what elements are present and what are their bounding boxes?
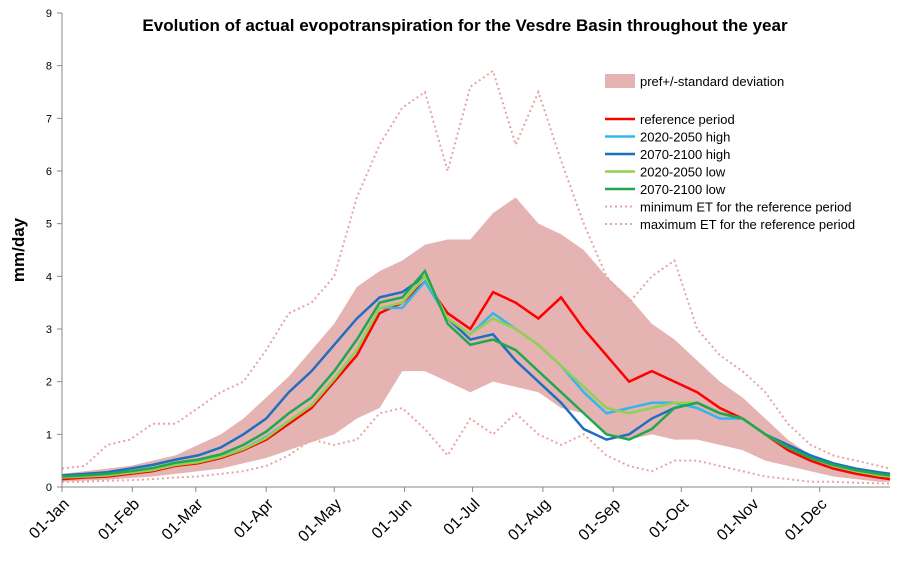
legend-label: 2020-2050 high	[640, 130, 730, 145]
y-tick-label: 5	[46, 219, 52, 231]
chart-title: Evolution of actual evopotranspiration f…	[100, 14, 830, 38]
x-tick-label: 01-Jul	[441, 496, 484, 539]
legend-label: 2070-2100 low	[640, 182, 726, 197]
y-tick-label: 0	[46, 482, 52, 494]
y-tick-label: 7	[46, 113, 52, 125]
x-tick-label: 01-Oct	[646, 495, 692, 541]
series-line	[61, 69, 891, 470]
legend-swatch	[605, 74, 635, 88]
x-tick-label: 01-Mar	[159, 495, 207, 543]
legend-label: pref+/-standard deviation	[640, 74, 784, 89]
y-tick-label: 3	[46, 324, 52, 336]
y-tick-label: 6	[46, 166, 52, 178]
legend-label: minimum ET for the reference period	[640, 200, 851, 215]
x-tick-label: 01-Apr	[231, 495, 277, 541]
legend-label: reference period	[640, 112, 735, 127]
legend-label: maximum ET for the reference period	[640, 217, 855, 232]
x-tick-label: 01-Sep	[576, 496, 625, 545]
x-tick-label: 01-Feb	[95, 496, 143, 544]
x-tick-label: 01-Jan	[26, 496, 73, 543]
y-tick-label: 4	[46, 271, 52, 283]
x-tick-label: 01-Aug	[505, 496, 554, 545]
y-tick-label: 2	[46, 377, 52, 389]
x-tick-label: 01-Jun	[369, 496, 416, 543]
y-tick-label: 1	[46, 429, 52, 441]
series-line	[62, 406, 890, 485]
y-tick-label: 9	[46, 8, 52, 20]
y-axis-label: mm/day	[9, 217, 28, 282]
legend-label: 2070-2100 high	[640, 147, 730, 162]
x-tick-label: 01-Nov	[714, 496, 762, 544]
x-tick-label: 01-Dec	[782, 496, 830, 544]
std-band	[62, 197, 890, 482]
y-tick-label: 8	[46, 61, 52, 73]
series-line	[61, 268, 891, 478]
x-tick-label: 01-May	[295, 496, 345, 546]
legend-label: 2020-2050 low	[640, 165, 726, 180]
